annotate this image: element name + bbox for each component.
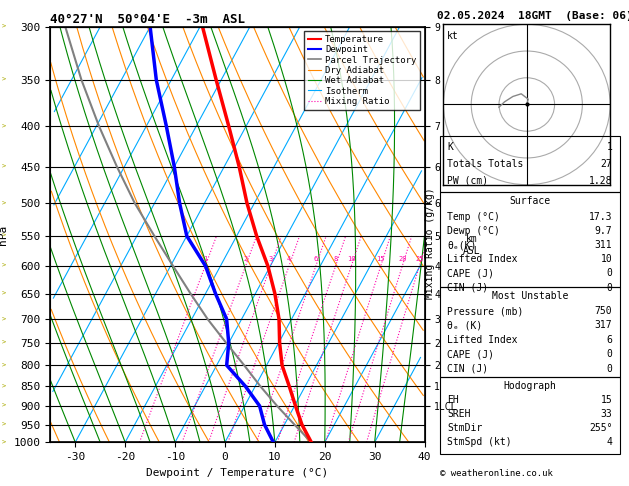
Text: © weatheronline.co.uk: © weatheronline.co.uk [440, 469, 553, 478]
Text: 317: 317 [595, 320, 613, 330]
Text: 33: 33 [601, 409, 613, 419]
Text: 6: 6 [314, 256, 318, 262]
Text: Lifted Index: Lifted Index [447, 254, 518, 264]
Text: >: > [1, 164, 6, 170]
Text: >: > [1, 340, 6, 346]
Text: 2: 2 [243, 256, 248, 262]
Text: >: > [1, 24, 6, 30]
Text: 1.28: 1.28 [589, 176, 613, 186]
Text: 27: 27 [601, 159, 613, 169]
Text: CIN (J): CIN (J) [447, 283, 489, 293]
Text: θₑ (K): θₑ (K) [447, 320, 482, 330]
Text: >: > [1, 439, 6, 445]
Text: StmDir: StmDir [447, 423, 482, 433]
Text: K: K [447, 142, 454, 152]
X-axis label: Dewpoint / Temperature (°C): Dewpoint / Temperature (°C) [147, 468, 328, 478]
Text: >: > [1, 362, 6, 368]
Text: 0: 0 [606, 349, 613, 359]
Text: >: > [1, 263, 6, 269]
Text: >: > [1, 316, 6, 322]
Text: 0: 0 [606, 283, 613, 293]
Y-axis label: km
ASL: km ASL [463, 235, 481, 256]
Text: Pressure (mb): Pressure (mb) [447, 306, 524, 316]
Text: CAPE (J): CAPE (J) [447, 268, 494, 278]
Text: Totals Totals: Totals Totals [447, 159, 524, 169]
Y-axis label: hPa: hPa [0, 225, 8, 244]
Text: θₑ(K): θₑ(K) [447, 240, 477, 250]
Text: 6: 6 [606, 335, 613, 345]
Text: Most Unstable: Most Unstable [492, 291, 568, 301]
Text: 0: 0 [606, 268, 613, 278]
Text: >: > [1, 200, 6, 206]
Text: 255°: 255° [589, 423, 613, 433]
Text: 9.7: 9.7 [595, 226, 613, 236]
Text: 10: 10 [347, 256, 355, 262]
Text: >: > [1, 77, 6, 83]
Text: Mixing Ratio (g/kg): Mixing Ratio (g/kg) [425, 187, 435, 299]
Text: CIN (J): CIN (J) [447, 364, 489, 374]
Text: 15: 15 [601, 395, 613, 405]
Text: >: > [1, 421, 6, 428]
Text: Surface: Surface [509, 196, 550, 207]
Text: SREH: SREH [447, 409, 471, 419]
Legend: Temperature, Dewpoint, Parcel Trajectory, Dry Adiabat, Wet Adiabat, Isotherm, Mi: Temperature, Dewpoint, Parcel Trajectory… [304, 31, 420, 109]
Text: EH: EH [447, 395, 459, 405]
Text: 17.3: 17.3 [589, 211, 613, 222]
Text: Temp (°C): Temp (°C) [447, 211, 500, 222]
Text: 20: 20 [398, 256, 406, 262]
Text: PW (cm): PW (cm) [447, 176, 489, 186]
Text: 40°27'N  50°04'E  -3m  ASL: 40°27'N 50°04'E -3m ASL [50, 13, 245, 26]
Text: 1: 1 [606, 142, 613, 152]
Text: 4: 4 [606, 437, 613, 447]
Text: >: > [1, 403, 6, 409]
Text: CAPE (J): CAPE (J) [447, 349, 494, 359]
Text: kt: kt [447, 31, 459, 41]
Text: 3: 3 [269, 256, 273, 262]
Text: >: > [1, 383, 6, 389]
Text: Lifted Index: Lifted Index [447, 335, 518, 345]
Text: StmSpd (kt): StmSpd (kt) [447, 437, 512, 447]
Text: >: > [1, 291, 6, 296]
Text: Dewp (°C): Dewp (°C) [447, 226, 500, 236]
Text: 02.05.2024  18GMT  (Base: 06): 02.05.2024 18GMT (Base: 06) [437, 11, 629, 21]
Text: 10: 10 [601, 254, 613, 264]
Text: 0: 0 [606, 364, 613, 374]
Text: 15: 15 [377, 256, 385, 262]
Text: 311: 311 [595, 240, 613, 250]
Text: 1: 1 [203, 256, 208, 262]
Text: >: > [1, 123, 6, 129]
Text: >: > [1, 233, 6, 239]
Text: 4: 4 [287, 256, 291, 262]
Text: 750: 750 [595, 306, 613, 316]
Text: Hodograph: Hodograph [503, 381, 557, 391]
Text: 8: 8 [333, 256, 338, 262]
Text: 25: 25 [415, 256, 424, 262]
